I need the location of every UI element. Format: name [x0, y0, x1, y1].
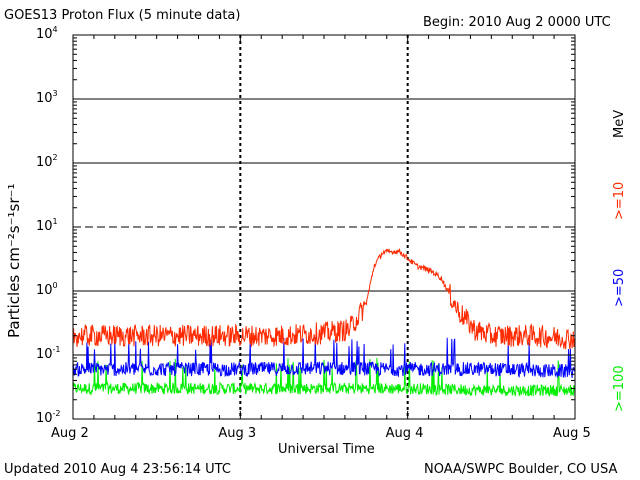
legend-ge100: >=100 — [612, 365, 627, 412]
y-tick-exponent: 4 — [52, 25, 58, 34]
y-tick-exponent: -1 — [52, 345, 61, 354]
y-tick-exponent: 1 — [52, 217, 58, 226]
legend-ge10: >=10 — [612, 181, 627, 220]
series-line-0 — [72, 248, 576, 350]
y-axis-label: Particles cm⁻²s⁻¹sr⁻¹ — [5, 183, 23, 338]
x-tick-label: Aug 5 — [553, 426, 591, 441]
y-tick-label: 10-2 — [36, 409, 61, 426]
y-tick-base: 10 — [36, 91, 53, 106]
y-tick-label: 10-1 — [36, 345, 61, 362]
x-tick-label: Aug 4 — [385, 426, 424, 441]
x-axis-label: Universal Time — [278, 442, 375, 457]
y-tick-base: 10 — [36, 27, 53, 42]
x-tick-label: Aug 3 — [218, 426, 257, 441]
y-tick-base: 10 — [36, 155, 53, 170]
legend-ge50: >=50 — [612, 268, 627, 307]
series-line-1 — [72, 337, 576, 379]
series-line-2 — [72, 357, 576, 397]
chart-title: GOES13 Proton Flux (5 minute data) — [4, 8, 241, 23]
y-tick-exponent: 0 — [52, 281, 58, 290]
y-tick-label: 101 — [36, 217, 58, 234]
y-tick-exponent: -2 — [52, 409, 61, 418]
updated-timestamp: Updated 2010 Aug 4 23:56:14 UTC — [4, 462, 231, 477]
y-tick-label: 102 — [36, 153, 58, 170]
y-tick-exponent: 3 — [52, 89, 58, 98]
source-credit: NOAA/SWPC Boulder, CO USA — [424, 462, 618, 477]
begin-label: Begin: 2010 Aug 2 0000 UTC — [423, 15, 611, 30]
y-tick-label: 104 — [36, 25, 58, 42]
y-tick-base: 10 — [36, 219, 53, 234]
y-tick-base: 10 — [36, 347, 53, 362]
y-tick-exponent: 2 — [52, 153, 58, 162]
y-tick-label: 103 — [36, 89, 58, 106]
legend-unit: MeV — [612, 109, 627, 138]
y-tick-label: 100 — [36, 281, 58, 298]
y-tick-base: 10 — [36, 283, 53, 298]
x-tick-label: Aug 2 — [51, 426, 89, 441]
y-tick-base: 10 — [36, 411, 53, 426]
